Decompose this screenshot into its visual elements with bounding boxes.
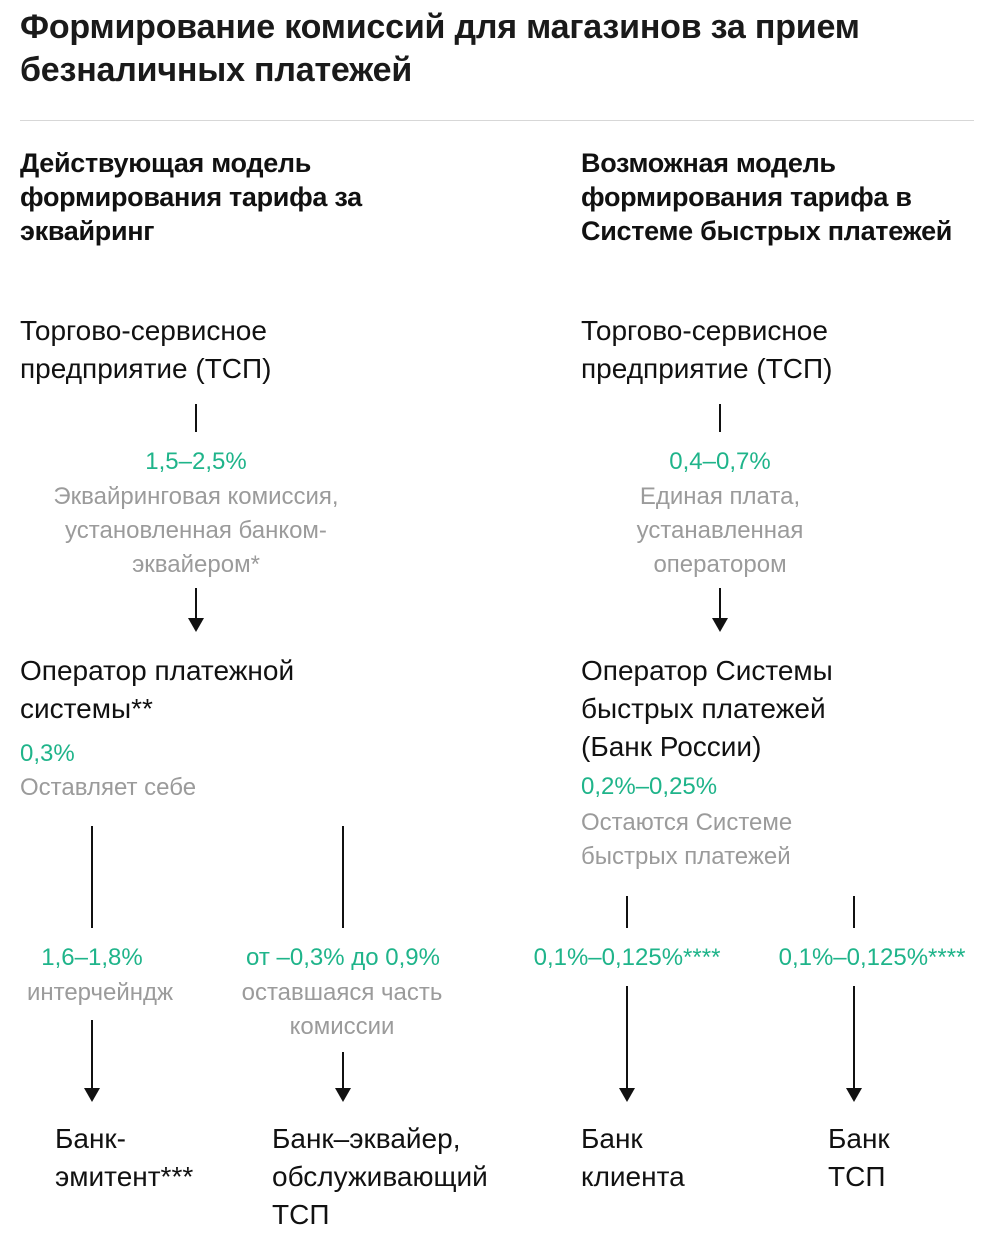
left-operator-note: Оставляет себе bbox=[20, 774, 197, 801]
left-branch1-fee: 1,6–1,8% bbox=[41, 944, 143, 971]
left-branch1-arrow-line bbox=[91, 1020, 93, 1090]
right-branch1-target: Банк клиента bbox=[581, 1123, 685, 1192]
right-branch1-connector bbox=[626, 896, 628, 928]
right-arrow-1-line bbox=[719, 588, 721, 620]
right-branch2-arrow-line bbox=[853, 986, 855, 1090]
right-column-heading: Возможная модель формирования тарифа в С… bbox=[581, 148, 953, 246]
left-arrow-1-head bbox=[188, 618, 204, 632]
left-branch2-arrow-head bbox=[335, 1088, 351, 1102]
right-fee: 0,4–0,7% bbox=[669, 448, 771, 475]
right-branch2-fee: 0,1%–0,125%**** bbox=[778, 944, 966, 971]
left-branch2-arrow-line bbox=[342, 1052, 344, 1090]
left-branch1-arrow-head bbox=[84, 1088, 100, 1102]
left-fee-note: Эквайринговая комиссия, установленная ба… bbox=[53, 483, 339, 578]
right-start-node: Торгово-сервисное предприятие (ТСП) bbox=[581, 315, 833, 384]
left-branch2-target: Банк–эквайер, обслуживающий ТСП bbox=[272, 1123, 488, 1230]
title-divider bbox=[20, 120, 974, 121]
right-branch2-connector bbox=[853, 896, 855, 928]
left-branch2-fee: от –0,3% до 0,9% bbox=[246, 944, 440, 971]
right-operator-node: Оператор Системы быстрых платежей (Банк … bbox=[581, 655, 833, 762]
page-title: Формирование комиссий для магазинов за п… bbox=[20, 8, 860, 89]
left-operator-fee: 0,3% bbox=[20, 740, 75, 767]
left-branch1-target: Банк-эмитент*** bbox=[55, 1123, 194, 1192]
right-arrow-1-head bbox=[712, 618, 728, 632]
right-operator-fee: 0,2%–0,25% bbox=[581, 773, 718, 800]
right-branch1-fee: 0,1%–0,125%**** bbox=[533, 944, 721, 971]
right-fee-note: Единая плата, устанавленная оператором bbox=[636, 483, 804, 578]
left-connector-1 bbox=[195, 404, 197, 432]
right-branch2-target: Банк ТСП bbox=[828, 1123, 890, 1192]
left-start-node: Торгово-сервисное предприятие (ТСП) bbox=[20, 315, 272, 384]
left-column-heading: Действующая модель формирования тарифа з… bbox=[20, 148, 362, 246]
left-arrow-1-line bbox=[195, 588, 197, 620]
left-fee: 1,5–2,5% bbox=[145, 448, 247, 475]
left-branch1-note: интерчейндж bbox=[26, 979, 174, 1006]
right-connector-1 bbox=[719, 404, 721, 432]
left-operator-node: Оператор платежной системы** bbox=[20, 655, 295, 724]
right-branch1-arrow-head bbox=[619, 1088, 635, 1102]
left-branch2-connector bbox=[342, 826, 344, 928]
right-branch2-arrow-head bbox=[846, 1088, 862, 1102]
right-operator-note: Остаются Системе быстрых платежей bbox=[581, 809, 793, 870]
left-branch1-connector bbox=[91, 826, 93, 928]
left-branch2-note: оставшаяся часть комиссии bbox=[241, 979, 443, 1040]
right-branch1-arrow-line bbox=[626, 986, 628, 1090]
